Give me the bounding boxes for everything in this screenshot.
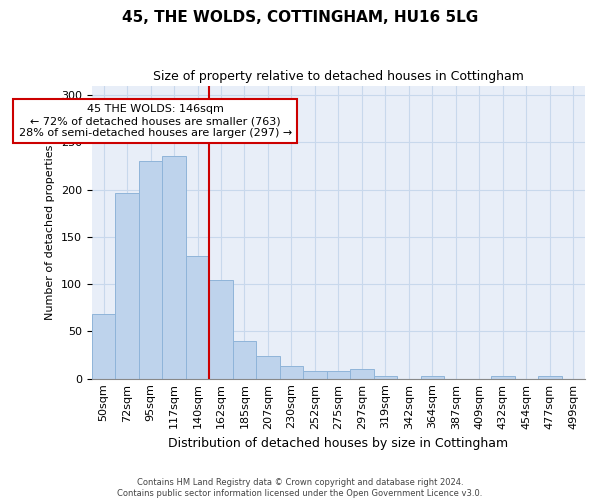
Bar xyxy=(115,194,139,378)
Bar xyxy=(256,356,280,378)
Title: Size of property relative to detached houses in Cottingham: Size of property relative to detached ho… xyxy=(153,70,524,83)
Text: Contains HM Land Registry data © Crown copyright and database right 2024.
Contai: Contains HM Land Registry data © Crown c… xyxy=(118,478,482,498)
Bar xyxy=(233,341,256,378)
Y-axis label: Number of detached properties: Number of detached properties xyxy=(46,144,55,320)
Bar xyxy=(280,366,303,378)
Bar xyxy=(139,161,162,378)
Bar xyxy=(186,256,209,378)
Bar xyxy=(374,376,397,378)
Bar xyxy=(303,371,326,378)
Bar xyxy=(421,376,444,378)
Text: 45, THE WOLDS, COTTINGHAM, HU16 5LG: 45, THE WOLDS, COTTINGHAM, HU16 5LG xyxy=(122,10,478,25)
Bar xyxy=(162,156,186,378)
Bar xyxy=(326,371,350,378)
Bar xyxy=(92,314,115,378)
Bar xyxy=(538,376,562,378)
X-axis label: Distribution of detached houses by size in Cottingham: Distribution of detached houses by size … xyxy=(169,437,508,450)
Bar xyxy=(209,280,233,378)
Bar xyxy=(350,369,374,378)
Text: 45 THE WOLDS: 146sqm
← 72% of detached houses are smaller (763)
28% of semi-deta: 45 THE WOLDS: 146sqm ← 72% of detached h… xyxy=(19,104,292,138)
Bar xyxy=(491,376,515,378)
